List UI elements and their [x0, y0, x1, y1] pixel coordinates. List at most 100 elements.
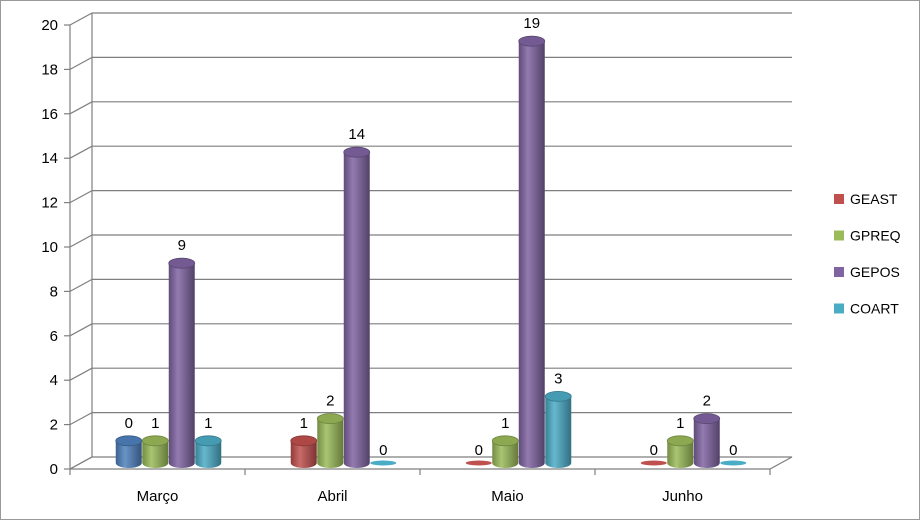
data-label: 0: [125, 415, 133, 432]
bar-body: [317, 418, 344, 468]
y-tick-label: 18: [41, 61, 58, 78]
category-label: Maio: [491, 488, 524, 505]
gridline-side: [69, 323, 93, 337]
bar-zero: [370, 460, 397, 466]
gridline-side: [69, 367, 93, 381]
legend-swatch: [834, 194, 844, 204]
data-label: 2: [703, 393, 711, 410]
bar: [290, 435, 318, 468]
bar-top: [518, 35, 546, 47]
gridline-side: [69, 456, 93, 470]
y-tick-label: 12: [41, 195, 58, 212]
data-label: 0: [729, 442, 737, 459]
y-tick-label: 6: [50, 328, 58, 345]
bar-body: [142, 440, 169, 468]
category-label: Abril: [317, 488, 347, 505]
bar-body: [492, 440, 519, 468]
bar-zero: [720, 460, 747, 466]
data-label: 2: [326, 393, 334, 410]
legend-swatch: [834, 303, 844, 314]
bar-top: [115, 435, 143, 447]
bars: [115, 35, 747, 468]
bar: [194, 435, 222, 468]
legend-label: GEPOS: [850, 264, 900, 280]
data-label: 3: [554, 370, 562, 387]
y-tick-label: 20: [41, 17, 58, 34]
bar-top: [141, 435, 169, 447]
y-tick-label: 14: [41, 150, 58, 167]
y-tick-label: 2: [50, 417, 58, 434]
data-label: 1: [676, 415, 684, 432]
legend-label: GPREQ: [850, 228, 901, 244]
gridline-side: [69, 145, 93, 159]
bar: [343, 146, 371, 468]
bar-body: [343, 152, 370, 468]
bar: [491, 435, 519, 468]
data-label: 0: [650, 442, 658, 459]
y-tick-label: 10: [41, 239, 58, 256]
bar: [544, 390, 572, 468]
legend-swatch: [834, 230, 844, 241]
data-label: 1: [204, 415, 212, 432]
bar: [141, 435, 169, 468]
gridline-side: [69, 56, 93, 70]
bar: [316, 413, 344, 468]
bar: [465, 460, 492, 466]
bar-body: [195, 440, 222, 468]
bar-body: [168, 263, 195, 468]
data-label: 0: [475, 442, 483, 459]
bar-body: [545, 396, 572, 468]
bar: [666, 435, 694, 468]
bar: [518, 35, 546, 468]
data-label: 1: [501, 415, 509, 432]
bar-body: [667, 440, 694, 468]
gridline-side: [69, 412, 93, 426]
bar: [720, 460, 747, 466]
gridline-side: [69, 190, 93, 204]
bar: [640, 460, 667, 466]
bar: [168, 257, 196, 468]
bar: [370, 460, 397, 466]
y-tick-label: 4: [50, 372, 58, 389]
gridlines: [69, 12, 792, 470]
bar-zero: [640, 460, 667, 466]
legend: GEAST GPREQ GEPOS COART: [834, 191, 901, 317]
gridline-side: [69, 101, 93, 115]
x-axis: Março Abril Maio Junho: [69, 469, 771, 505]
gridline-side: [69, 278, 93, 292]
bar-body: [693, 418, 720, 468]
bar-body: [290, 440, 317, 468]
data-label: 9: [178, 237, 186, 254]
bar-top: [290, 435, 318, 447]
y-tick-label: 0: [50, 461, 58, 478]
legend-label: COART: [850, 301, 899, 317]
bar: [115, 435, 143, 468]
bar-top: [544, 390, 572, 402]
legend-swatch: [834, 267, 844, 277]
bar-body: [518, 41, 545, 468]
bar-top: [168, 257, 196, 269]
data-label: 14: [348, 126, 365, 143]
gridline-side: [69, 12, 93, 26]
bar-top: [693, 413, 721, 425]
bar-top: [491, 435, 519, 447]
bar-body: [115, 440, 142, 468]
y-tick-label: 8: [50, 283, 58, 300]
bar: [693, 413, 721, 468]
category-label: Março: [137, 488, 179, 505]
legend-label: GEAST: [850, 191, 898, 207]
category-label: Junho: [662, 488, 703, 505]
y-axis: 0 2 4 6 8 10 12 14 16 18 20: [41, 17, 71, 478]
data-label: 1: [151, 415, 159, 432]
bar-top: [343, 146, 371, 158]
bar-top: [666, 435, 694, 447]
data-label: 19: [523, 15, 540, 32]
bar-zero: [465, 460, 492, 466]
bar-top: [316, 413, 344, 425]
data-label: 1: [300, 415, 308, 432]
bar-top: [194, 435, 222, 447]
data-label: 0: [379, 442, 387, 459]
